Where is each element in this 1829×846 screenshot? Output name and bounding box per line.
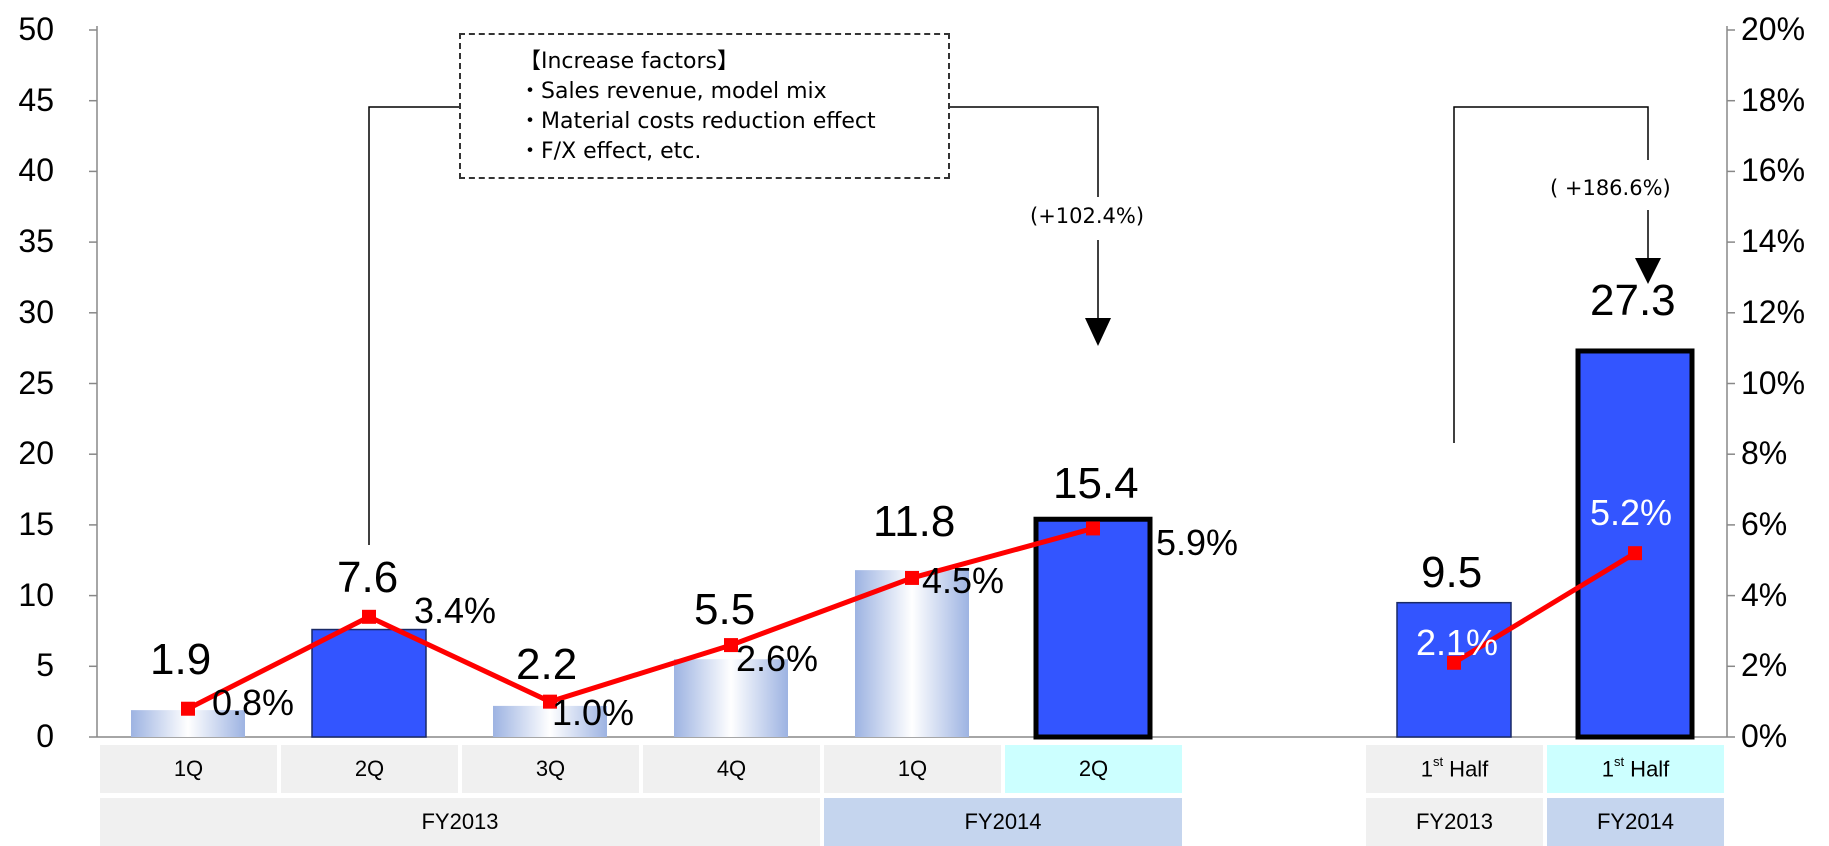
y-tick-label-right: 0% bbox=[1741, 718, 1788, 754]
y-tick-label-left: 35 bbox=[18, 223, 54, 260]
line-marker bbox=[1086, 521, 1100, 536]
bar bbox=[493, 705, 607, 737]
bar-value-label: 1.9 bbox=[150, 635, 212, 684]
y-tick-label-left: 15 bbox=[18, 505, 54, 542]
fiscal-year-label: FY2014 bbox=[964, 809, 1042, 834]
fiscal-year-label: FY2013 bbox=[1415, 809, 1494, 834]
category-cell: 1Q bbox=[100, 745, 277, 793]
fiscal-year-cell: FY2013 bbox=[1366, 798, 1543, 846]
connector-line bbox=[368, 106, 459, 545]
margin-value-label: 3.4% bbox=[414, 590, 497, 631]
line-marker bbox=[1628, 546, 1642, 561]
margin-value-label: 1.0% bbox=[552, 692, 635, 733]
category-cell: 1st Half bbox=[1547, 745, 1724, 793]
bar-value-label: 7.6 bbox=[337, 553, 399, 602]
category-label: 2Q bbox=[1078, 756, 1109, 781]
bar-value-label: 15.4 bbox=[1053, 459, 1139, 508]
growth-half-label: ( +186.6%) bbox=[1550, 176, 1671, 200]
margin-line-quarterly bbox=[186, 526, 1094, 711]
increase-factor-item: ・Material costs reduction effect bbox=[519, 109, 876, 134]
bar bbox=[1033, 516, 1153, 740]
y-tick-label-left: 25 bbox=[18, 364, 54, 401]
category-cell: 1Q bbox=[824, 745, 1001, 793]
line-marker bbox=[543, 694, 557, 709]
fiscal-year-cell: FY2013 bbox=[100, 798, 820, 846]
y-tick-label-left: 45 bbox=[18, 81, 54, 118]
margin-value-label: 4.5% bbox=[922, 560, 1005, 601]
bar bbox=[1396, 601, 1512, 738]
increase-factors-box: 【Increase factors】 ・Sales revenue, model… bbox=[459, 33, 950, 179]
y-tick-label-right: 2% bbox=[1741, 647, 1788, 684]
line-marker bbox=[362, 609, 376, 624]
bar bbox=[1575, 348, 1695, 740]
category-cell: 4Q bbox=[643, 745, 820, 793]
margin-value-label: 5.9% bbox=[1156, 522, 1239, 563]
line-marker bbox=[181, 701, 195, 716]
y-tick-label-left: 10 bbox=[18, 576, 54, 613]
category-label: 1st Half bbox=[1420, 753, 1489, 782]
y-tick-label-right: 12% bbox=[1741, 293, 1806, 330]
y-tick-label-right: 16% bbox=[1741, 152, 1806, 189]
y-tick-label-right: 4% bbox=[1741, 576, 1788, 613]
growth-quarter-label: (+102.4%) bbox=[1030, 204, 1145, 228]
line-marker bbox=[1447, 655, 1461, 670]
margin-line-half bbox=[1452, 551, 1637, 665]
category-label: 1Q bbox=[897, 756, 928, 781]
y-tick-label-left: 40 bbox=[18, 152, 54, 189]
margin-value-label: 0.8% bbox=[212, 682, 295, 723]
category-cell: 1st Half bbox=[1366, 745, 1543, 793]
increase-factor-item: ・Sales revenue, model mix bbox=[519, 79, 827, 104]
y-tick-label-right: 18% bbox=[1741, 81, 1806, 118]
bar-value-label: 11.8 bbox=[873, 497, 956, 546]
arrow-down-icon bbox=[1635, 258, 1661, 284]
y-tick-label-left: 20 bbox=[18, 435, 54, 472]
y-tick-label-right: 6% bbox=[1741, 505, 1788, 542]
bar bbox=[311, 628, 427, 738]
increase-factors-title: 【Increase factors】 bbox=[519, 49, 740, 74]
category-label: 3Q bbox=[535, 756, 566, 781]
y-tick-label-left: 5 bbox=[36, 647, 54, 684]
category-label: 1st Half bbox=[1601, 753, 1670, 782]
line-marker bbox=[905, 570, 919, 585]
y-tick-label-left: 50 bbox=[18, 11, 54, 47]
bar-value-label: 2.2 bbox=[516, 640, 578, 689]
fiscal-year-label: FY2013 bbox=[421, 809, 499, 834]
y-tick-label-right: 14% bbox=[1741, 223, 1806, 260]
increase-factor-item: ・F/X effect, etc. bbox=[519, 139, 702, 164]
margin-value-label: 2.1% bbox=[1416, 622, 1499, 663]
category-cell: 3Q bbox=[462, 745, 639, 793]
line-marker bbox=[724, 638, 738, 653]
category-label: 1Q bbox=[173, 756, 204, 781]
category-cell: 2Q bbox=[1005, 745, 1182, 793]
bar-value-label: 9.5 bbox=[1421, 548, 1483, 597]
arrow-down-icon bbox=[1085, 318, 1111, 346]
y-tick-label-left: 30 bbox=[18, 293, 54, 330]
bar bbox=[855, 570, 969, 737]
margin-value-label: 5.2% bbox=[1590, 492, 1673, 533]
fiscal-year-label: FY2014 bbox=[1596, 809, 1675, 834]
bar-value-label: 27.3 bbox=[1590, 276, 1676, 325]
connector-line bbox=[950, 106, 1099, 197]
category-label: 2Q bbox=[354, 756, 385, 781]
category-label: 4Q bbox=[716, 756, 747, 781]
y-tick-label-right: 8% bbox=[1741, 435, 1788, 472]
fiscal-year-cell: FY2014 bbox=[824, 798, 1182, 846]
category-cell: 2Q bbox=[281, 745, 458, 793]
y-tick-label-right: 20% bbox=[1741, 11, 1806, 47]
y-tick-label-left: 0 bbox=[36, 718, 54, 754]
margin-value-label: 2.6% bbox=[736, 638, 819, 679]
bar-value-label: 5.5 bbox=[694, 585, 756, 634]
bar bbox=[674, 659, 788, 737]
connector-line bbox=[1453, 106, 1649, 443]
y-tick-label-right: 10% bbox=[1741, 364, 1806, 401]
fiscal-year-cell: FY2014 bbox=[1547, 798, 1724, 846]
